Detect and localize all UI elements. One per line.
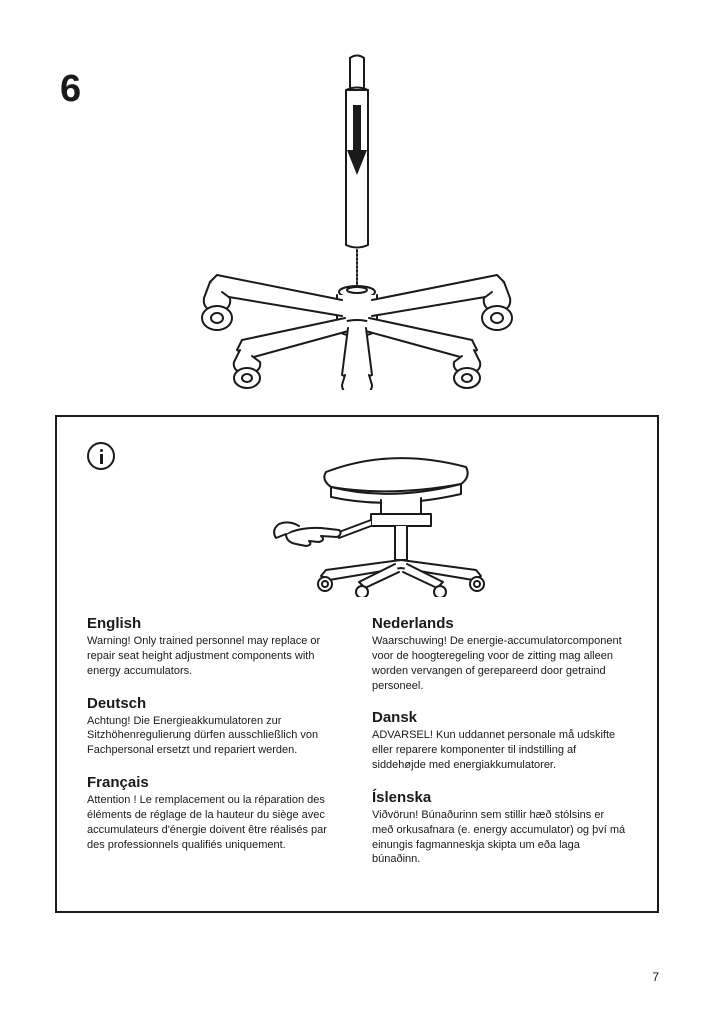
lang-body: ADVARSEL! Kun uddannet personale må udsk… bbox=[372, 728, 627, 773]
lang-body: Achtung! Die Energieakkumulatoren zur Si… bbox=[87, 714, 342, 759]
lang-deutsch: Deutsch Achtung! Die Energieakkumulatore… bbox=[87, 695, 342, 759]
lang-title: Íslenska bbox=[372, 789, 627, 806]
lang-francais: Français Attention ! Le remplacement ou … bbox=[87, 774, 342, 852]
lang-title: Dansk bbox=[372, 709, 627, 726]
left-column: English Warning! Only trained personnel … bbox=[87, 615, 342, 883]
main-assembly-diagram bbox=[142, 50, 572, 390]
lang-islenska: Íslenska Viðvörun! Búnaðurinn sem stilli… bbox=[372, 789, 627, 867]
lang-body: Warning! Only trained personnel may repl… bbox=[87, 634, 342, 679]
adjustment-illustration bbox=[271, 442, 511, 597]
warning-info-box: English Warning! Only trained personnel … bbox=[55, 415, 659, 913]
lang-body: Waarschuwing! De energie-accumulatorcomp… bbox=[372, 634, 627, 693]
lang-dansk: Dansk ADVARSEL! Kun uddannet personale m… bbox=[372, 709, 627, 773]
lang-title: English bbox=[87, 615, 342, 632]
lang-title: Deutsch bbox=[87, 695, 342, 712]
step-number: 6 bbox=[60, 68, 81, 111]
lang-nederlands: Nederlands Waarschuwing! De energie-accu… bbox=[372, 615, 627, 693]
lang-title: Français bbox=[87, 774, 342, 791]
lang-body: Attention ! Le remplacement ou la répara… bbox=[87, 793, 342, 852]
lang-body: Viðvörun! Búnaðurinn sem stillir hæð stó… bbox=[372, 808, 627, 867]
lang-english: English Warning! Only trained personnel … bbox=[87, 615, 342, 679]
right-column: Nederlands Waarschuwing! De energie-accu… bbox=[372, 615, 627, 883]
page-number: 7 bbox=[652, 970, 659, 984]
lang-title: Nederlands bbox=[372, 615, 627, 632]
info-icon bbox=[87, 442, 115, 470]
language-columns: English Warning! Only trained personnel … bbox=[87, 615, 627, 883]
